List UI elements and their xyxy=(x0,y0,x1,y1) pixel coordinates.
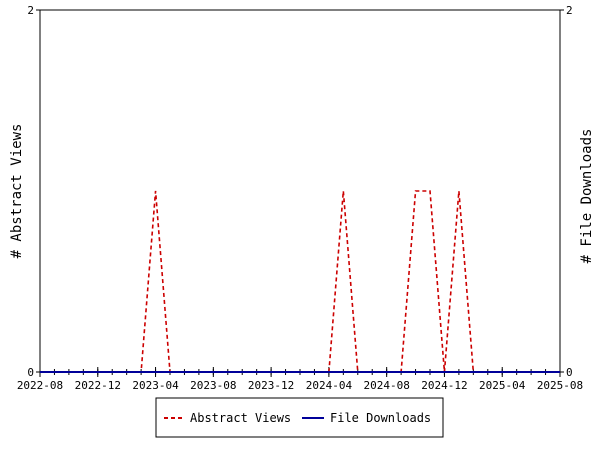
y-left-tick-label: 2 xyxy=(27,4,34,17)
series-layer xyxy=(40,190,560,373)
y-left-tick-label: 0 xyxy=(27,366,34,379)
left-axis-title: # Abstract Views xyxy=(9,124,25,259)
y-ticks: 0 2 0 2 xyxy=(27,4,572,379)
legend: Abstract Views File Downloads xyxy=(155,397,444,438)
x-tick-label: 2024-08 xyxy=(363,379,409,392)
x-tick-label: 2023-08 xyxy=(190,379,236,392)
right-axis-title: # File Downloads xyxy=(579,129,595,264)
x-tick-label: 2025-08 xyxy=(537,379,583,392)
x-tick-label: 2022-12 xyxy=(75,379,121,392)
legend-box xyxy=(155,397,444,438)
x-tick-label: 2023-04 xyxy=(132,379,179,392)
x-tick-label: 2024-12 xyxy=(421,379,467,392)
series-line-abstract-views xyxy=(40,190,560,373)
x-tick-label: 2024-04 xyxy=(306,379,353,392)
y-right-tick-label: 0 xyxy=(566,366,573,379)
x-tick-label: 2022-08 xyxy=(17,379,63,392)
legend-label-file-downloads: File Downloads xyxy=(330,411,431,425)
plot-frame xyxy=(39,9,561,373)
x-tick-label: 2025-04 xyxy=(479,379,526,392)
legend-label-abstract-views: Abstract Views xyxy=(190,411,291,425)
y-right-tick-label: 2 xyxy=(566,4,573,17)
x-tick-label: 2023-12 xyxy=(248,379,294,392)
x-ticks: 2022-08 2022-12 2023-04 2023-08 2023-12 2024-… xyxy=(17,367,583,392)
